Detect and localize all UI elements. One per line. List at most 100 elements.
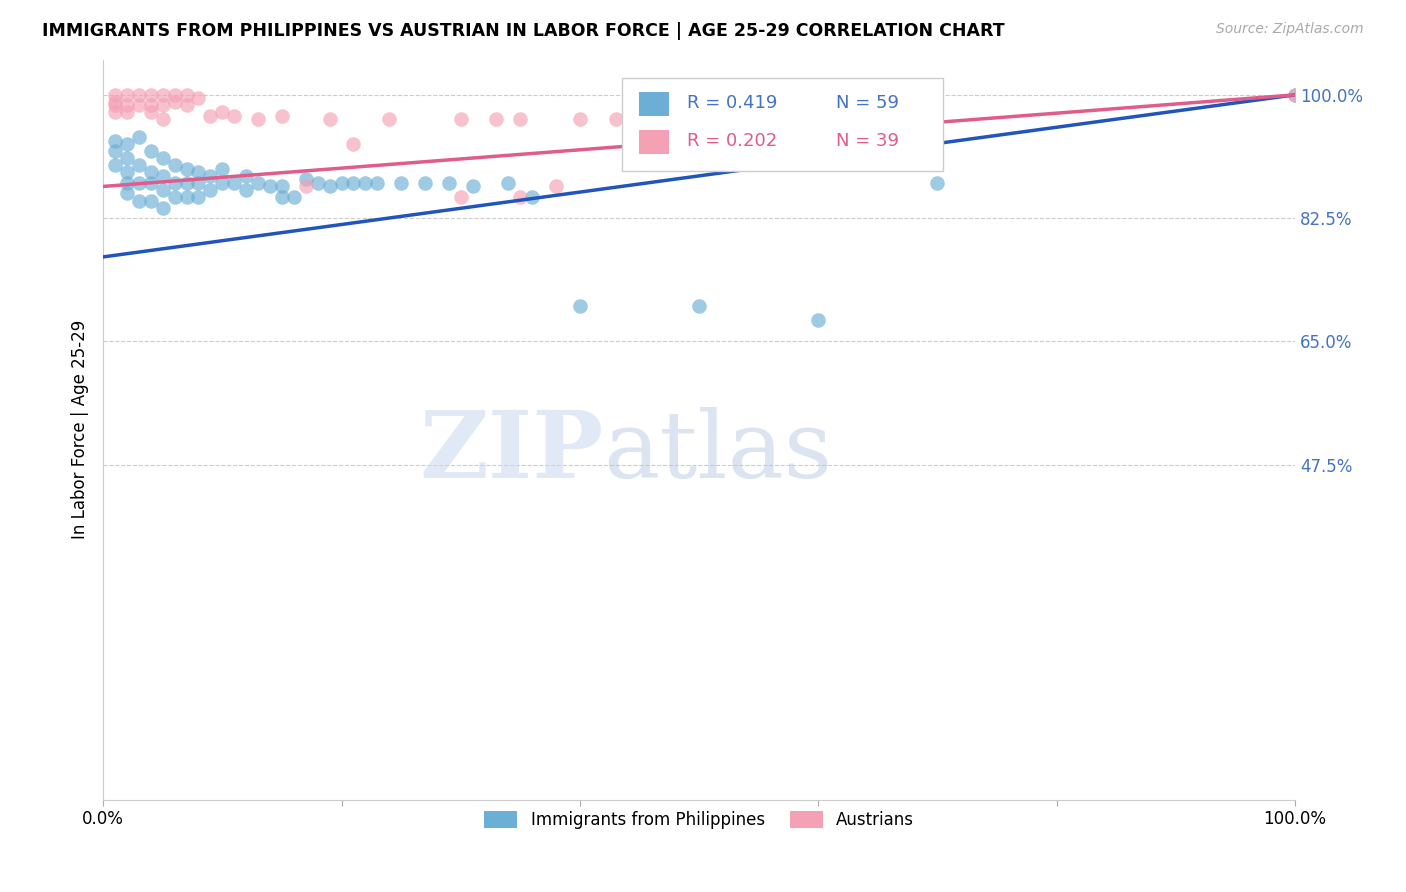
Point <box>152 151 174 165</box>
Point <box>1284 87 1306 102</box>
Point <box>235 169 257 183</box>
Point <box>187 190 209 204</box>
Text: R = 0.419: R = 0.419 <box>688 94 778 112</box>
Point <box>176 87 198 102</box>
Point <box>224 109 246 123</box>
Point <box>200 109 222 123</box>
Point <box>271 179 294 194</box>
Point <box>342 137 364 152</box>
Text: N = 59: N = 59 <box>837 94 900 112</box>
Point <box>235 183 257 197</box>
Point <box>294 179 316 194</box>
Point <box>115 105 138 120</box>
Point <box>522 190 544 204</box>
Point <box>104 105 127 120</box>
Point <box>211 105 233 120</box>
Point <box>152 169 174 183</box>
Bar <box>640 92 669 116</box>
Point <box>104 145 127 159</box>
Point <box>568 299 591 313</box>
Point <box>163 190 186 204</box>
Point <box>294 172 316 186</box>
Point <box>307 176 329 190</box>
Point <box>115 186 138 201</box>
Point <box>498 176 520 190</box>
Point <box>104 134 127 148</box>
Legend: Immigrants from Philippines, Austrians: Immigrants from Philippines, Austrians <box>477 804 921 836</box>
Point <box>271 190 294 204</box>
Point <box>115 176 138 190</box>
Point <box>354 176 377 190</box>
Point <box>461 179 484 194</box>
Point <box>139 176 162 190</box>
Point <box>128 98 150 112</box>
Point <box>318 112 340 127</box>
Point <box>152 98 174 112</box>
Point <box>152 201 174 215</box>
Point <box>139 145 162 159</box>
Point <box>176 190 198 204</box>
Point <box>224 176 246 190</box>
Point <box>200 169 222 183</box>
Point <box>688 299 710 313</box>
Point <box>927 176 949 190</box>
Point <box>318 179 340 194</box>
Point <box>128 158 150 172</box>
Point <box>187 91 209 105</box>
Point <box>807 313 830 327</box>
Point <box>139 165 162 179</box>
Text: R = 0.202: R = 0.202 <box>688 132 778 150</box>
Point <box>128 194 150 208</box>
Text: Source: ZipAtlas.com: Source: ZipAtlas.com <box>1216 22 1364 37</box>
Point <box>509 112 531 127</box>
Point <box>413 176 436 190</box>
Point <box>450 112 472 127</box>
Point <box>176 98 198 112</box>
Point <box>163 87 186 102</box>
Point <box>247 176 270 190</box>
Point <box>330 176 353 190</box>
Point <box>176 176 198 190</box>
Point <box>128 130 150 145</box>
Bar <box>640 130 669 154</box>
Point <box>200 183 222 197</box>
Point <box>104 158 127 172</box>
Point <box>485 112 508 127</box>
Point <box>163 158 186 172</box>
Point <box>187 176 209 190</box>
Point <box>628 112 651 127</box>
Point <box>509 190 531 204</box>
Point <box>152 87 174 102</box>
Point <box>437 176 460 190</box>
Point <box>115 87 138 102</box>
Point <box>283 190 305 204</box>
Point <box>176 161 198 176</box>
FancyBboxPatch shape <box>621 78 943 170</box>
Point <box>544 179 567 194</box>
Point <box>271 109 294 123</box>
Point <box>104 95 127 109</box>
Point <box>152 112 174 127</box>
Point <box>211 176 233 190</box>
Point <box>104 87 127 102</box>
Point <box>139 194 162 208</box>
Point <box>115 137 138 152</box>
Point <box>389 176 412 190</box>
Point <box>152 183 174 197</box>
Y-axis label: In Labor Force | Age 25-29: In Labor Force | Age 25-29 <box>72 320 89 539</box>
Point <box>115 165 138 179</box>
Point <box>568 112 591 127</box>
Point <box>163 95 186 109</box>
Text: IMMIGRANTS FROM PHILIPPINES VS AUSTRIAN IN LABOR FORCE | AGE 25-29 CORRELATION C: IMMIGRANTS FROM PHILIPPINES VS AUSTRIAN … <box>42 22 1005 40</box>
Point <box>247 112 270 127</box>
Point <box>139 98 162 112</box>
Point <box>211 161 233 176</box>
Point <box>259 179 281 194</box>
Point <box>378 112 401 127</box>
Point <box>139 105 162 120</box>
Point <box>128 176 150 190</box>
Point <box>128 87 150 102</box>
Point <box>115 151 138 165</box>
Point <box>163 176 186 190</box>
Point <box>104 98 127 112</box>
